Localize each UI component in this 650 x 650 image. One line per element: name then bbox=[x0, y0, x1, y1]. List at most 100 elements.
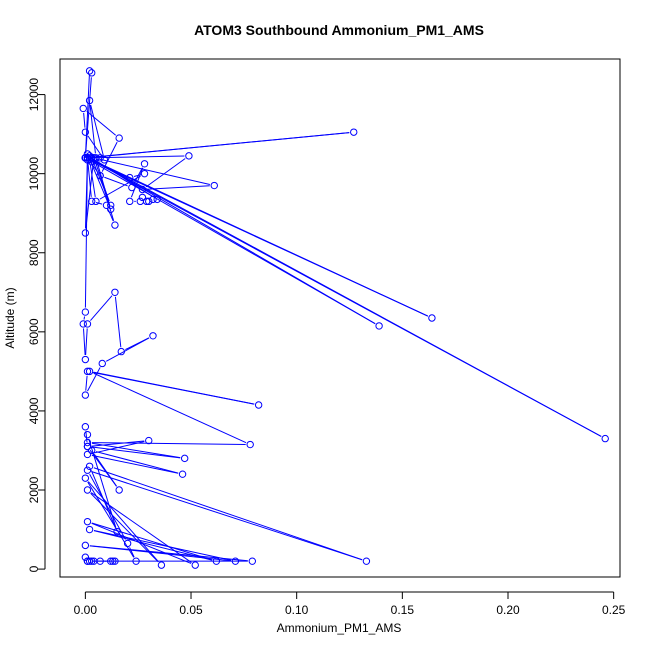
data-point bbox=[81, 423, 90, 431]
series-segment bbox=[107, 209, 114, 222]
data-point bbox=[83, 557, 92, 565]
series-segment bbox=[91, 454, 179, 474]
data-point bbox=[231, 557, 240, 565]
data-point bbox=[601, 434, 609, 443]
x-axis: 0.00 0.05 0.10 0.15 0.20 0.25 bbox=[74, 591, 626, 617]
series-segment bbox=[91, 159, 602, 437]
data-point bbox=[145, 197, 153, 206]
series-segment bbox=[95, 202, 103, 205]
data-point bbox=[140, 169, 149, 178]
data-point bbox=[178, 470, 187, 478]
y-tick-label: 2000 bbox=[27, 476, 41, 503]
data-point bbox=[102, 201, 111, 210]
data-point bbox=[83, 450, 92, 459]
data-point bbox=[81, 553, 90, 561]
data-point bbox=[100, 156, 109, 164]
data-point bbox=[85, 367, 94, 376]
series-segment bbox=[146, 185, 210, 190]
data-point bbox=[111, 557, 119, 565]
series-segment bbox=[83, 328, 86, 356]
series-segment bbox=[85, 431, 88, 443]
data-point bbox=[109, 557, 117, 565]
data-point bbox=[87, 69, 96, 77]
data-point bbox=[83, 430, 92, 439]
series-segment bbox=[93, 371, 255, 405]
series-segment bbox=[84, 162, 88, 308]
series-segment bbox=[83, 316, 86, 320]
data-point bbox=[128, 183, 136, 192]
data-point bbox=[83, 156, 92, 164]
series-segment bbox=[86, 110, 117, 136]
data-point bbox=[142, 197, 151, 206]
series-segment bbox=[91, 440, 145, 447]
data-point bbox=[83, 438, 92, 447]
data-point bbox=[85, 156, 94, 164]
data-point bbox=[81, 154, 90, 162]
series-segment bbox=[89, 545, 248, 562]
y-tick-label: 10000 bbox=[27, 157, 41, 191]
series-layer bbox=[79, 67, 609, 569]
series-segment bbox=[104, 176, 128, 187]
data-point bbox=[96, 557, 104, 565]
series-segment bbox=[85, 328, 88, 356]
data-point bbox=[180, 454, 189, 463]
y-tick-label: 4000 bbox=[27, 397, 41, 424]
x-tick-label: 0.00 bbox=[74, 603, 98, 617]
data-point bbox=[185, 152, 193, 160]
series-segment bbox=[129, 547, 135, 558]
series-segment bbox=[87, 481, 159, 563]
series-segment bbox=[91, 442, 246, 445]
data-point bbox=[149, 195, 157, 204]
data-point bbox=[145, 436, 153, 445]
data-point bbox=[87, 197, 96, 206]
data-point bbox=[81, 355, 90, 364]
x-tick-label: 0.05 bbox=[179, 603, 203, 617]
series-segment bbox=[91, 522, 192, 564]
plot-frame bbox=[59, 58, 621, 578]
y-tick-label: 6000 bbox=[27, 318, 41, 345]
data-point bbox=[87, 557, 96, 565]
data-point bbox=[81, 541, 90, 550]
data-point bbox=[157, 561, 166, 569]
data-point bbox=[138, 193, 147, 202]
series-segment bbox=[91, 441, 145, 454]
data-point bbox=[83, 442, 92, 451]
x-axis-label: Ammonium_PM1_AMS bbox=[277, 621, 402, 635]
data-point bbox=[153, 195, 161, 204]
y-tick-label: 8000 bbox=[27, 239, 41, 266]
data-point bbox=[138, 185, 147, 194]
data-point bbox=[83, 517, 92, 526]
data-point bbox=[191, 561, 199, 569]
series-segment bbox=[83, 112, 86, 128]
data-point bbox=[115, 134, 123, 142]
series-segment bbox=[93, 372, 247, 444]
data-point bbox=[81, 474, 90, 482]
series-segment bbox=[133, 174, 141, 177]
data-point bbox=[85, 525, 94, 534]
data-point bbox=[212, 557, 221, 565]
data-point bbox=[83, 154, 92, 162]
series-segment bbox=[91, 155, 185, 159]
series-segment bbox=[93, 530, 232, 561]
series-segment bbox=[87, 162, 92, 197]
series-segment bbox=[87, 135, 103, 157]
x-tick-label: 0.25 bbox=[602, 603, 626, 617]
data-point bbox=[87, 446, 96, 455]
data-point bbox=[126, 197, 134, 206]
data-point bbox=[81, 229, 90, 237]
data-point bbox=[149, 332, 157, 340]
x-tick-label: 0.10 bbox=[285, 603, 309, 617]
x-tick-label: 0.15 bbox=[391, 603, 415, 617]
data-point bbox=[96, 171, 104, 180]
data-point bbox=[107, 557, 115, 565]
data-point bbox=[246, 440, 254, 449]
data-point bbox=[79, 104, 87, 113]
data-point bbox=[248, 557, 257, 565]
data-point bbox=[107, 205, 115, 213]
data-point bbox=[375, 322, 383, 330]
series-segment bbox=[89, 159, 429, 317]
data-point bbox=[123, 539, 132, 548]
data-point bbox=[81, 391, 90, 399]
data-point bbox=[83, 486, 92, 494]
